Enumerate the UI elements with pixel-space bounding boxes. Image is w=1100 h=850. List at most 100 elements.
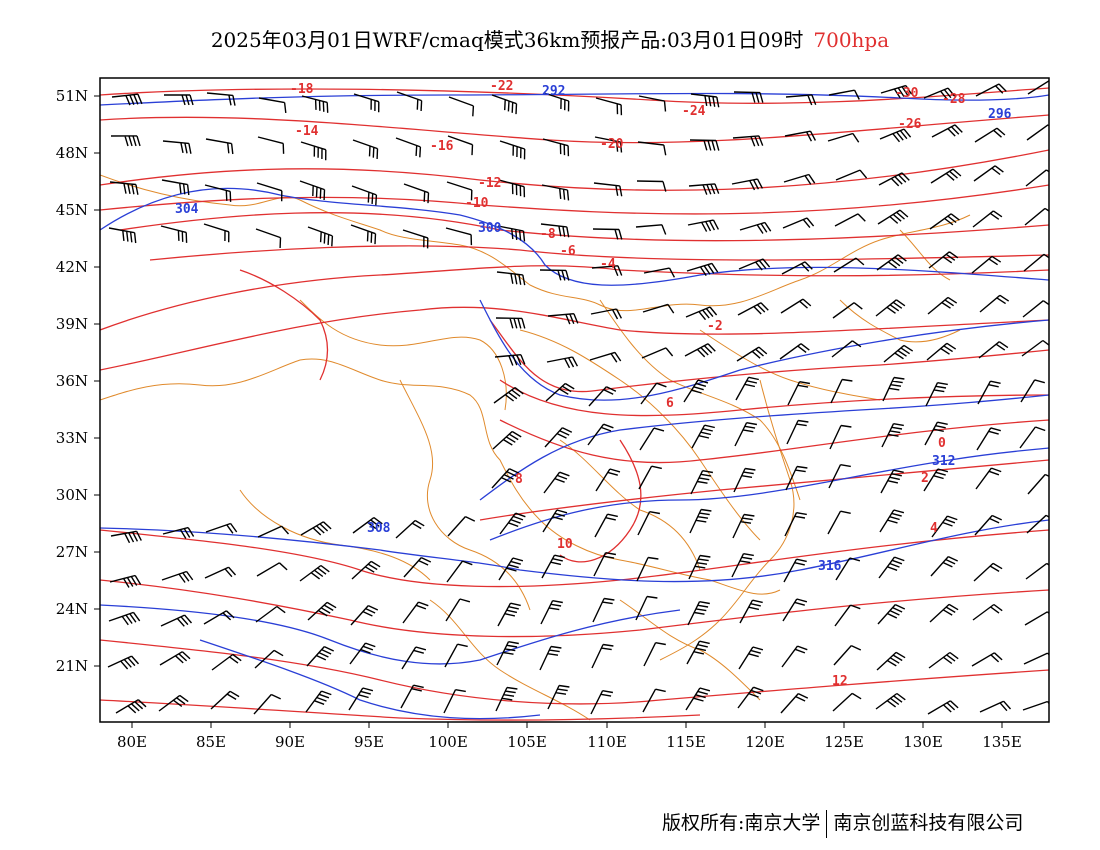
wind-barb <box>782 598 808 622</box>
wind-barb <box>547 684 570 710</box>
height-label: 316 <box>818 559 842 574</box>
wind-barb <box>1021 339 1049 357</box>
footer-divider <box>826 810 828 838</box>
wind-barb <box>931 515 958 538</box>
wind-barb <box>739 599 763 624</box>
wind-barb <box>492 430 522 450</box>
wind-barb <box>444 643 468 668</box>
temp-label: -20 <box>600 137 624 152</box>
wind-barb <box>639 427 665 451</box>
temp-label: -22 <box>490 79 513 94</box>
wind-barb <box>638 465 662 490</box>
wind-barb <box>545 382 575 402</box>
wind-barb <box>1025 562 1049 580</box>
wind-barb <box>253 693 281 715</box>
wind-barb <box>979 294 1010 313</box>
wind-barb <box>591 265 623 277</box>
wind-barb <box>931 124 963 138</box>
wind-barb <box>498 179 526 198</box>
wind-barb <box>974 514 1002 536</box>
wind-barb <box>395 519 425 539</box>
wind-barb <box>587 423 614 446</box>
chart-title: 2025年03月01日WRF/cmaq模式36km预报产品:03月01日09时 7… <box>0 24 1100 53</box>
wind-barb <box>641 347 674 359</box>
wind-barb <box>254 649 284 669</box>
wind-barb <box>642 303 675 314</box>
wind-barb <box>781 261 813 275</box>
wind-barb <box>925 382 948 407</box>
wind-barb <box>299 180 326 201</box>
wind-barb <box>688 554 711 580</box>
wind-barb <box>160 225 188 243</box>
wind-barb <box>540 600 563 625</box>
wind-barb <box>784 130 817 142</box>
wind-barb <box>541 554 565 579</box>
temp-label: -18 <box>290 82 314 97</box>
wind-barb <box>975 467 1002 490</box>
wind-barb <box>541 184 570 201</box>
temp-label: -26 <box>898 117 922 132</box>
wind-barb <box>160 614 193 627</box>
wind-barb <box>542 138 570 157</box>
wind-barb <box>635 224 667 235</box>
wind-barb <box>685 687 711 711</box>
wind-barb <box>923 87 956 100</box>
wind-barb <box>1027 80 1049 95</box>
wind-barb <box>786 419 809 445</box>
wind-barb <box>784 512 807 537</box>
wind-barb <box>1026 124 1049 141</box>
wind-barb <box>640 382 667 405</box>
wind-barb <box>496 271 526 286</box>
wind-barb <box>206 92 236 106</box>
wind-barb <box>783 558 807 583</box>
wind-barb <box>930 168 962 184</box>
wind-barb <box>542 509 568 533</box>
wind-barb <box>978 341 1009 359</box>
wind-barb <box>929 213 960 230</box>
wind-barb <box>832 302 863 319</box>
wind-barb <box>684 343 716 358</box>
wind-barb <box>979 700 1012 713</box>
height-label: 304 <box>175 202 199 217</box>
wind-barb <box>494 354 526 366</box>
wind-barb <box>732 135 764 147</box>
lon-tick-label: 100E <box>428 733 468 751</box>
wind-barb <box>827 510 851 535</box>
wind-barb <box>593 552 617 577</box>
wind-barb <box>400 684 424 709</box>
pressure-level: 700hpa <box>813 28 890 52</box>
lat-tick-label: 21N <box>56 657 88 675</box>
wind-barb <box>594 136 623 153</box>
wind-barb <box>595 468 621 492</box>
wind-barb <box>1023 652 1049 665</box>
lon-tick-label: 115E <box>666 733 706 751</box>
wind-barb <box>637 511 661 536</box>
wind-barb <box>685 306 718 321</box>
wind-barb <box>162 140 192 154</box>
wind-barb <box>350 604 379 626</box>
temp-label: -16 <box>430 139 454 154</box>
wind-barb <box>395 137 422 158</box>
wind-barb <box>491 468 520 489</box>
wind-barb <box>638 95 667 112</box>
wind-barb <box>162 526 195 539</box>
borders-layer <box>100 174 971 721</box>
temp-label: 8 <box>515 472 523 487</box>
wind-barb <box>974 127 1006 143</box>
temp-label: -6 <box>560 244 576 259</box>
wind-barb <box>351 185 378 206</box>
temperature-contours <box>100 87 1049 721</box>
wind-barb <box>306 645 334 667</box>
wind-barb <box>203 223 230 243</box>
wind-barb <box>689 508 712 534</box>
height-labels: 292 296 300 304 308 312 316 <box>175 84 1012 574</box>
wind-barb <box>827 132 860 143</box>
wind-barb <box>592 228 623 240</box>
wind-barb <box>495 317 526 329</box>
height-label: 296 <box>988 107 1012 122</box>
wind-barb <box>205 138 234 155</box>
wind-barb <box>589 351 622 363</box>
wind-barb <box>255 228 282 249</box>
wind-barb <box>109 181 139 195</box>
wind-barb <box>828 464 851 489</box>
